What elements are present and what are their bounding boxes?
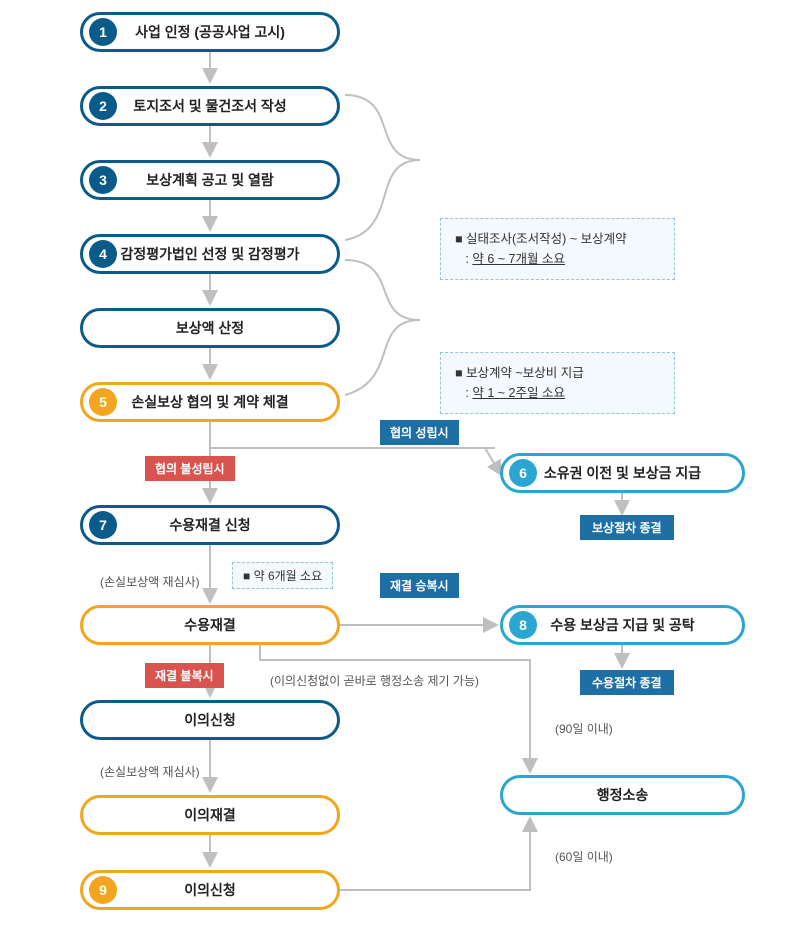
flow-node-number: 4 xyxy=(89,240,117,268)
flow-node-number: 7 xyxy=(89,511,117,539)
flow-node-label: 사업 인정 (공공사업 고시) xyxy=(135,22,285,42)
flow-node-label: 행정소송 xyxy=(597,785,649,805)
branch-tag-t4: 재결 불복시 xyxy=(145,663,224,688)
flow-node-label: 보상계획 공고 및 열람 xyxy=(146,170,274,190)
flow-node-label: 감정평가법인 선정 및 감정평가 xyxy=(120,244,299,264)
info-line: ■ 실태조사(조서작성) ~ 보상계약 xyxy=(455,229,660,249)
flow-node-number: 1 xyxy=(89,18,117,46)
note-note2: (이의신청없이 곧바로 행정소송 제기 가능) xyxy=(270,672,479,689)
branch-tag-t2: 협의 불성립시 xyxy=(145,456,235,481)
note-note3: (손실보상액 재심사) xyxy=(100,763,200,780)
flow-node-label: 소유권 이전 및 보상금 지급 xyxy=(544,463,701,483)
info-box-contract-payment: ■ 보상계약 ~보상비 지급 : 약 1 ~ 2주일 소요 xyxy=(440,352,675,414)
flow-node-number: 8 xyxy=(509,611,537,639)
flow-node-n9: 9 이의신청 xyxy=(80,870,340,910)
note-note5: (60일 이내) xyxy=(555,848,613,865)
note-note4: (90일 이내) xyxy=(555,720,613,737)
end-tag-e1: 보상절차 종결 xyxy=(580,515,674,540)
flow-node-n2: 2 토지조서 및 물건조서 작성 xyxy=(80,86,340,126)
flow-node-n5: 5 손실보상 협의 및 계약 체결 xyxy=(80,382,340,422)
flow-node-number: 3 xyxy=(89,166,117,194)
flow-node-label: 이의신청 xyxy=(184,710,236,730)
branch-tag-t1: 협의 성립시 xyxy=(380,420,459,445)
flow-node-label: 토지조서 및 물건조서 작성 xyxy=(133,96,286,116)
flow-node-n1: 1 사업 인정 (공공사업 고시) xyxy=(80,12,340,52)
flow-node-n8d: 이의재결 xyxy=(80,795,340,835)
flow-node-number: 5 xyxy=(89,388,117,416)
info-line: : 약 6 ~ 7개월 소요 xyxy=(455,249,660,269)
flow-node-n6: 6 소유권 이전 및 보상금 지급 xyxy=(500,453,745,493)
info-box-6months: ■ 약 6개월 소요 xyxy=(232,562,333,589)
flow-node-n4b: 보상액 산정 xyxy=(80,308,340,348)
flow-node-label: 보상액 산정 xyxy=(176,318,244,338)
flow-node-label: 이의재결 xyxy=(184,805,236,825)
flow-node-n7b: 수용재결 xyxy=(80,605,340,645)
flow-node-n7: 7 수용재결 신청 xyxy=(80,505,340,545)
flow-node-n8b: 이의신청 xyxy=(80,700,340,740)
flowchart-diagram: 1 사업 인정 (공공사업 고시) 2 토지조서 및 물건조서 작성 3 보상계획 공고 … xyxy=(0,0,795,926)
info-line: ■ 보상계약 ~보상비 지급 xyxy=(455,363,660,383)
flow-node-number: 6 xyxy=(509,459,537,487)
flow-node-label: 수용재결 신청 xyxy=(169,515,250,535)
flow-node-n3: 3 보상계획 공고 및 열람 xyxy=(80,160,340,200)
branch-tag-t3: 재결 승복시 xyxy=(380,573,459,598)
flow-node-n8: 8 수용 보상금 지급 및 공탁 xyxy=(500,605,745,645)
end-tag-e2: 수용절차 종결 xyxy=(580,670,674,695)
flow-node-label: 이의신청 xyxy=(184,880,236,900)
flow-node-label: 손실보상 협의 및 계약 체결 xyxy=(131,392,288,412)
flow-node-n4: 4감정평가법인 선정 및 감정평가 xyxy=(80,234,340,274)
flow-node-number: 9 xyxy=(89,876,117,904)
flow-node-n8c: 행정소송 xyxy=(500,775,745,815)
info-box-survey-contract: ■ 실태조사(조서작성) ~ 보상계약 : 약 6 ~ 7개월 소요 xyxy=(440,218,675,280)
flow-node-label: 수용 보상금 지급 및 공탁 xyxy=(550,615,694,635)
flow-node-number: 2 xyxy=(89,92,117,120)
note-note1: (손실보상액 재심사) xyxy=(100,573,200,590)
flow-node-label: 수용재결 xyxy=(184,615,236,635)
info-line: : 약 1 ~ 2주일 소요 xyxy=(455,383,660,403)
